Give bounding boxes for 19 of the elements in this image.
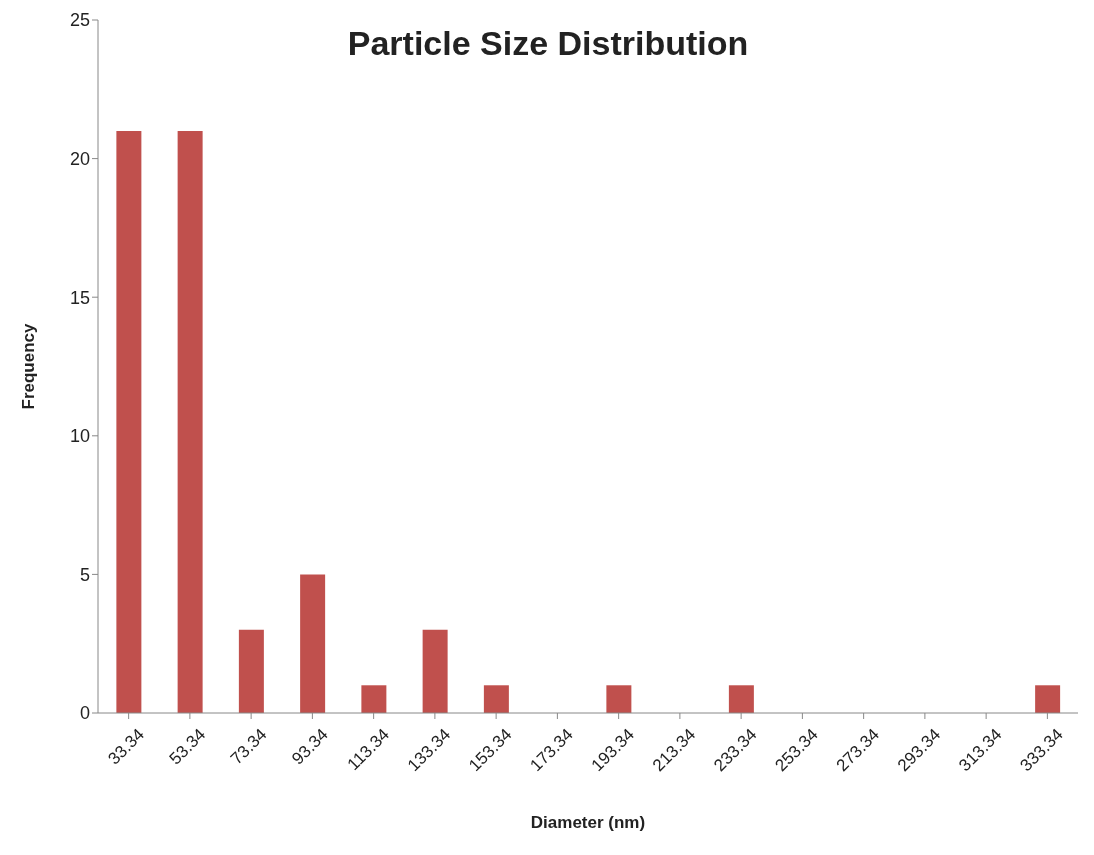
bar (422, 629, 448, 713)
bar (361, 685, 387, 713)
bar (300, 574, 326, 713)
y-tick-label: 25 (69, 10, 90, 31)
chart-title: Particle Size Distribution (346, 24, 750, 63)
x-axis-title: Diameter (nm) (530, 813, 646, 832)
y-tick-label: 0 (79, 703, 90, 724)
y-axis-title: Frequency (19, 322, 39, 410)
y-tick-label: 20 (69, 148, 90, 169)
bar (177, 130, 203, 713)
bar (1035, 685, 1061, 713)
y-tick-label: 10 (69, 426, 90, 447)
bar (728, 685, 754, 713)
bar (116, 130, 142, 713)
y-tick-label: 15 (69, 287, 90, 308)
bar (238, 629, 264, 713)
bar (606, 685, 632, 713)
bar (483, 685, 509, 713)
y-tick-label: 5 (79, 564, 90, 585)
